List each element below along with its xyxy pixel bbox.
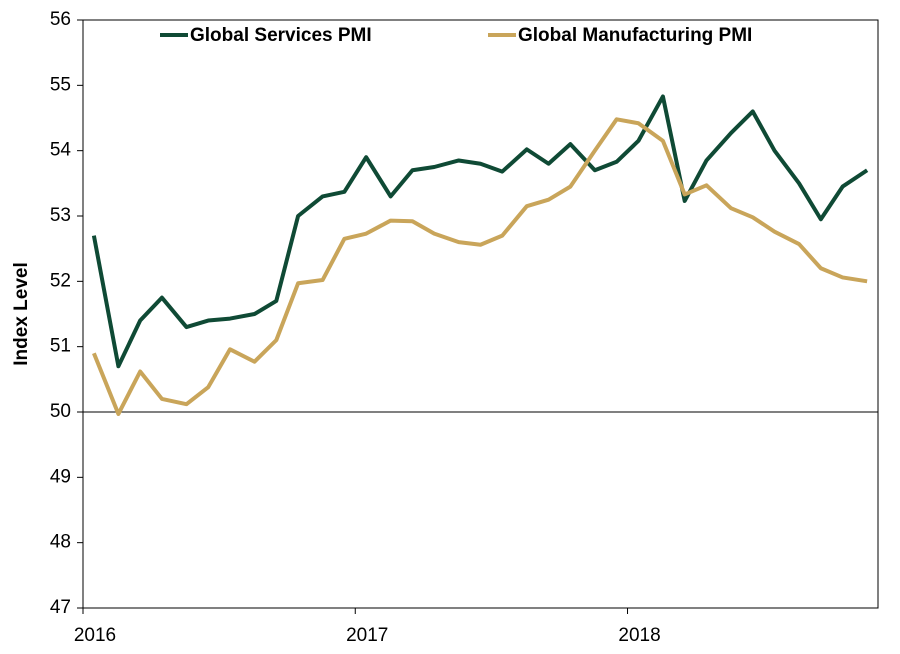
- legend-label: Global Services PMI: [190, 25, 372, 46]
- x-tick-label: 2016: [74, 625, 116, 646]
- series-line: [91, 94, 869, 369]
- y-tick-label: 49: [50, 466, 71, 487]
- x-tick-label: 2018: [618, 625, 660, 646]
- plot-frame: [82, 19, 879, 609]
- y-tick-label: 50: [50, 401, 71, 422]
- y-tick-label: 47: [50, 597, 71, 618]
- series-line: [92, 117, 868, 416]
- y-tick-label: 48: [50, 532, 71, 553]
- y-tick-label: 52: [50, 270, 71, 291]
- y-axis-label: Index Level: [11, 262, 32, 366]
- legend-label: Global Manufacturing PMI: [518, 25, 752, 46]
- y-tick-label: 53: [50, 205, 71, 226]
- y-tick-label: 51: [50, 336, 71, 357]
- y-tick-label: 55: [50, 74, 71, 95]
- y-tick-label: 56: [50, 9, 71, 30]
- y-tick-label: 54: [50, 140, 72, 161]
- x-tick-label: 2017: [346, 625, 388, 646]
